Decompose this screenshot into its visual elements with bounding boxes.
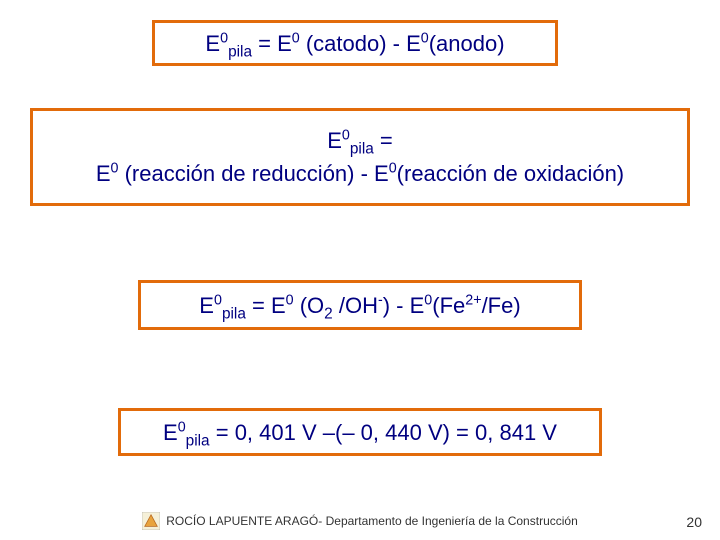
formula-box-3: E0pila = E0 (O2 /OH-) - E0(Fe2+/Fe) — [138, 280, 582, 330]
footer: ROCÍO LAPUENTE ARAGÓ- Departamento de In… — [0, 512, 720, 530]
formula-line: E0pila = — [327, 124, 393, 157]
formula-box-1: E0pila = E0 (catodo) - E0(anodo) — [152, 20, 558, 66]
formula-line: E0pila = E0 (catodo) - E0(anodo) — [205, 27, 504, 60]
footer-text: ROCÍO LAPUENTE ARAGÓ- Departamento de In… — [166, 514, 578, 528]
formula-box-4: E0pila = 0, 401 V –(– 0, 440 V) = 0, 841… — [118, 408, 602, 456]
slide-number: 20 — [686, 514, 702, 530]
formula-box-2: E0pila = E0 (reacción de reducción) - E0… — [30, 108, 690, 206]
formula-line: E0pila = E0 (O2 /OH-) - E0(Fe2+/Fe) — [199, 289, 520, 322]
formula-line: E0 (reacción de reducción) - E0(reacción… — [96, 157, 624, 190]
triangle-logo-icon — [142, 512, 160, 530]
formula-line: E0pila = 0, 401 V –(– 0, 440 V) = 0, 841… — [163, 416, 557, 449]
